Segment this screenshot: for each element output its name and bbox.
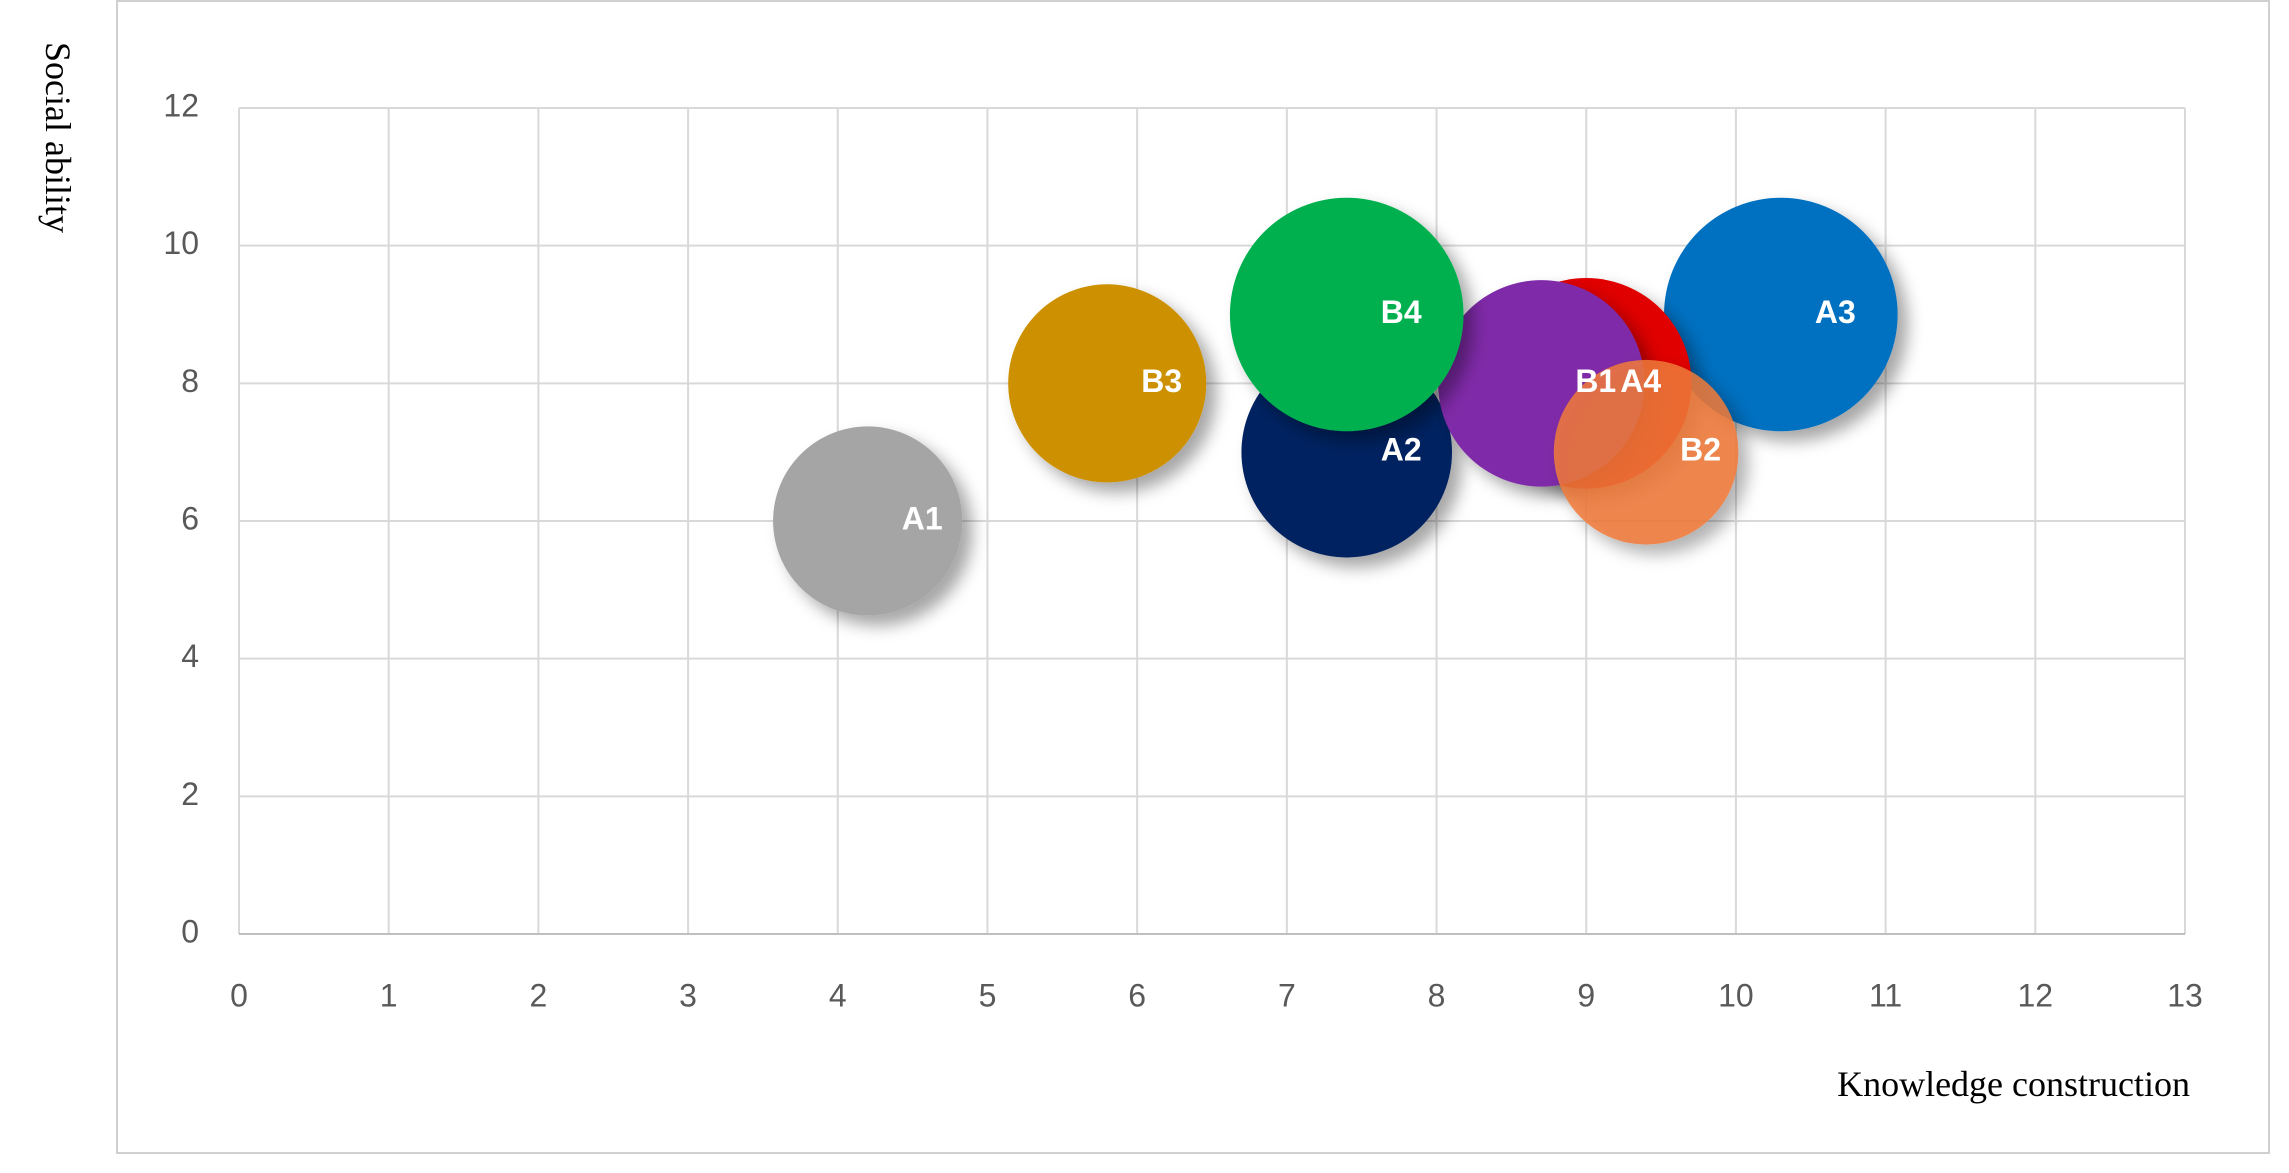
data-label: A3 [1815, 294, 1856, 330]
x-tick-label: 0 [230, 977, 248, 1013]
x-tick-label: 12 [2018, 977, 2054, 1013]
bubble [773, 426, 963, 616]
x-tick-label: 13 [2167, 977, 2203, 1013]
x-tick-label: 8 [1428, 977, 1446, 1013]
data-label: B1 [1575, 363, 1616, 399]
chart-frame [116, 0, 2270, 1154]
y-axis-title: Social ability [38, 42, 78, 233]
x-tick-label: 6 [1128, 977, 1146, 1013]
bubble [1008, 284, 1207, 483]
x-tick-label: 11 [1869, 977, 1902, 1013]
y-tick-label: 12 [163, 87, 199, 123]
y-tick-label: 4 [181, 638, 199, 674]
x-tick-label: 7 [1278, 977, 1296, 1013]
x-tick-label: 3 [679, 977, 697, 1013]
x-tick-label: 1 [380, 977, 398, 1013]
x-tick-label: 4 [829, 977, 847, 1013]
y-tick-label: 2 [181, 776, 199, 812]
x-axis-title: Knowledge construction [1837, 1064, 2190, 1104]
bubble [1664, 197, 1898, 432]
data-label: A4 [1620, 363, 1661, 399]
data-label: B3 [1141, 363, 1182, 399]
x-tick-label: 2 [529, 977, 547, 1013]
data-label: A1 [902, 500, 943, 536]
data-label: A2 [1381, 432, 1422, 468]
data-label: B4 [1381, 294, 1422, 330]
x-tick-label: 9 [1577, 977, 1595, 1013]
bubble [1553, 359, 1739, 545]
data-label: B2 [1680, 432, 1721, 468]
bubble [1229, 197, 1464, 432]
y-tick-label: 0 [181, 913, 199, 949]
x-tick-label: 5 [979, 977, 997, 1013]
y-tick-label: 6 [181, 500, 199, 536]
y-tick-label: 10 [163, 225, 199, 261]
x-tick-label: 10 [1718, 977, 1754, 1013]
y-tick-label: 8 [181, 363, 199, 399]
